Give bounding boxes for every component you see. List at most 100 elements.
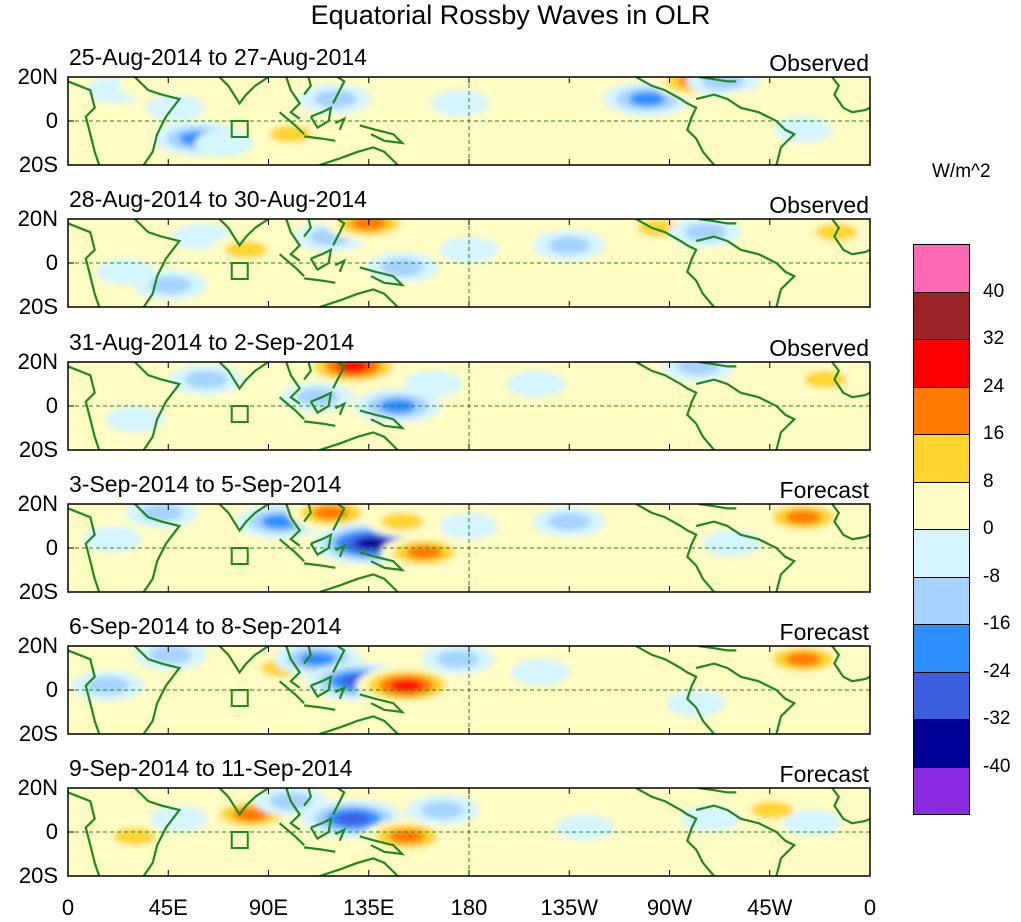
coastline xyxy=(831,77,870,114)
coastline xyxy=(309,674,333,699)
coastline xyxy=(218,504,270,533)
coastline xyxy=(359,124,406,145)
coastline xyxy=(278,396,305,420)
coastline xyxy=(831,504,870,541)
panel-kind-label: Observed xyxy=(769,50,869,76)
y-tick-label: 0 xyxy=(45,677,58,702)
coastline xyxy=(134,504,182,592)
y-tick-label: 20N xyxy=(17,206,58,231)
panel-3-map xyxy=(67,361,871,451)
coastline xyxy=(285,219,302,262)
coastline xyxy=(285,362,302,405)
olr-anomaly-blob xyxy=(372,103,432,130)
x-tick-label: 0 xyxy=(863,895,877,920)
coastline xyxy=(68,80,101,165)
coastline xyxy=(359,551,406,572)
olr-anomaly-blob xyxy=(773,116,833,143)
coastline xyxy=(695,93,797,165)
coastline xyxy=(332,788,346,815)
colorbar-level-label: 8 xyxy=(983,470,994,492)
y-tick-label: 20S xyxy=(18,863,58,888)
panel-kind-label: Forecast xyxy=(779,477,869,503)
coastline xyxy=(319,715,399,734)
olr-anomaly-blob xyxy=(68,232,124,259)
olr-anomaly-blob xyxy=(224,241,268,259)
coastline xyxy=(309,816,333,841)
coastline xyxy=(695,520,797,592)
x-tick-label: 45W xyxy=(747,895,793,920)
panel-date-range: 6-Sep-2014 to 8-Sep-2014 xyxy=(69,613,342,639)
coastline xyxy=(635,788,715,876)
coastline xyxy=(319,146,399,165)
olr-anomaly-blob xyxy=(782,810,842,837)
olr-anomaly-blob xyxy=(406,545,443,560)
coastline xyxy=(134,362,182,450)
coastline xyxy=(68,365,101,450)
panel-kind-label: Observed xyxy=(769,335,869,361)
y-tick-label: 0 xyxy=(45,393,58,418)
coastline xyxy=(303,846,336,853)
coastline xyxy=(303,277,336,284)
coastline xyxy=(68,222,101,307)
olr-anomaly-blob xyxy=(149,646,192,664)
coastline xyxy=(635,77,715,165)
coastline xyxy=(334,827,347,842)
olr-anomaly-blob xyxy=(150,805,209,832)
olr-anomaly-blob xyxy=(785,652,822,667)
olr-anomaly-blob xyxy=(74,371,133,397)
y-tick-label: 20S xyxy=(18,294,58,319)
olr-anomaly-blob xyxy=(707,406,766,433)
coastline xyxy=(698,646,737,652)
panel-date-range: 28-Aug-2014 to 30-Aug-2014 xyxy=(69,186,367,212)
olr-anomaly-blob xyxy=(390,679,423,692)
panel-6-map xyxy=(67,787,871,877)
coastline xyxy=(285,504,302,547)
colorbar-level-label: 32 xyxy=(983,328,1005,349)
olr-anomaly-blob xyxy=(336,362,370,373)
olr-anomaly-blob xyxy=(404,371,463,397)
olr-anomaly-blob xyxy=(336,812,370,825)
olr-anomaly-blob xyxy=(296,388,339,406)
coastline xyxy=(278,680,305,704)
olr-anomaly-blob xyxy=(113,827,157,846)
coastline xyxy=(319,288,399,307)
olr-anomaly-blob xyxy=(199,672,258,699)
coastline xyxy=(218,219,270,248)
olr-anomaly-blob xyxy=(140,504,183,522)
x-tick-label: 90W xyxy=(646,895,693,920)
olr-anomaly-blob xyxy=(785,510,822,525)
coastline xyxy=(359,266,406,287)
olr-anomaly-blob xyxy=(380,512,424,531)
coastline xyxy=(332,362,346,389)
olr-anomaly-blob xyxy=(600,526,659,553)
coastline xyxy=(359,409,406,430)
olr-anomaly-blob xyxy=(355,538,387,550)
olr-anomaly-blob xyxy=(499,86,559,112)
coastline xyxy=(698,219,737,225)
panel-2 xyxy=(67,218,871,308)
olr-anomaly-blob xyxy=(750,801,794,819)
colorbar-swatch xyxy=(913,386,970,435)
coastline xyxy=(309,390,333,415)
olr-anomaly-blob xyxy=(269,125,313,143)
coastline xyxy=(309,247,333,272)
coastline xyxy=(303,646,312,665)
coastline xyxy=(134,77,182,165)
coastline xyxy=(134,646,182,734)
olr-anomaly-blob xyxy=(548,236,591,255)
y-tick-label: 20N xyxy=(17,349,58,374)
coastline xyxy=(303,788,312,807)
coastline xyxy=(334,401,347,416)
coastline xyxy=(285,77,302,120)
colorbar-swatch xyxy=(913,434,970,483)
coastline xyxy=(332,219,346,246)
olr-anomaly-blob xyxy=(548,512,591,531)
olr-anomaly-blob xyxy=(475,263,534,290)
colorbar-level-label: -24 xyxy=(983,660,1011,682)
olr-anomaly-blob xyxy=(814,77,870,104)
olr-anomaly-blob xyxy=(804,370,847,389)
colorbar-level-label: 40 xyxy=(983,280,1005,302)
panel-5 xyxy=(67,645,871,735)
coastline xyxy=(698,504,737,510)
coastline xyxy=(635,362,715,450)
